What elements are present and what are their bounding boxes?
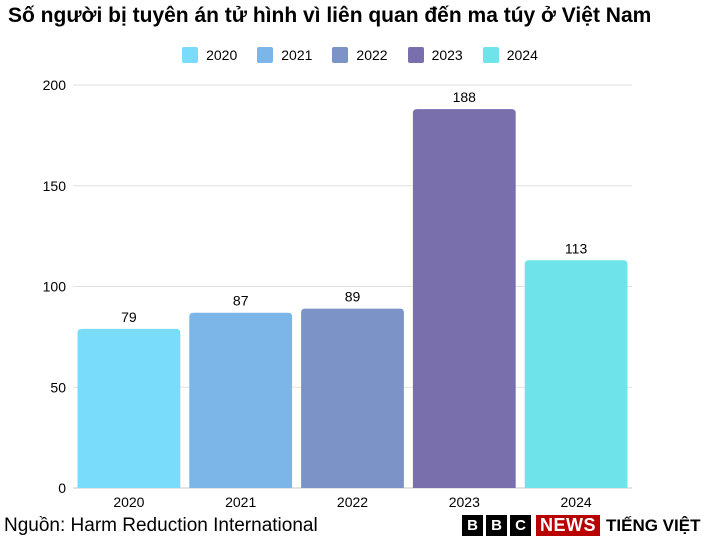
x-tick-label: 2021: [225, 494, 256, 510]
legend-swatch: [332, 47, 349, 63]
data-label: 188: [453, 89, 477, 105]
legend-swatch: [482, 47, 499, 63]
data-label: 79: [121, 309, 137, 325]
legend-item: 2022: [332, 47, 388, 63]
y-tick-label: 0: [58, 480, 66, 496]
chart-title: Số người bị tuyên án tử hình vì liên qua…: [8, 4, 652, 27]
bar: [524, 260, 628, 488]
y-tick-label: 150: [43, 178, 67, 194]
source-note: Nguồn: Harm Reduction International: [4, 515, 318, 536]
bbc-logo-letter: B: [486, 515, 507, 536]
chart-legend: 2020 2021 2022 2023 2024: [0, 47, 720, 63]
legend-item: 2023: [407, 47, 463, 63]
legend-label: 2023: [431, 47, 463, 63]
data-label: 89: [345, 289, 361, 305]
x-tick-label: 2023: [449, 494, 480, 510]
y-tick-label: 100: [43, 279, 67, 295]
legend-item: 2020: [182, 47, 237, 63]
bbc-logo-letter: B: [462, 515, 483, 536]
brand-subtitle: TIẾNG VIỆT: [606, 515, 701, 535]
legend-item: 2024: [482, 47, 538, 63]
x-tick-label: 2020: [113, 494, 144, 510]
legend-label: 2020: [206, 47, 238, 63]
legend-swatch: [257, 47, 274, 63]
legend-swatch: [407, 47, 424, 63]
bar: [301, 308, 404, 488]
data-label: 87: [233, 293, 249, 309]
bar: [412, 109, 516, 489]
legend-label: 2024: [506, 47, 538, 63]
news-logo-text: NEWS: [536, 515, 600, 536]
x-tick-label: 2022: [337, 494, 368, 510]
bar: [189, 312, 293, 488]
y-tick-label: 50: [50, 379, 66, 395]
data-label: 113: [565, 240, 588, 256]
legend-label: 2022: [356, 47, 388, 63]
bar: [77, 328, 181, 488]
legend-label: 2021: [281, 47, 313, 63]
y-tick-label: 200: [43, 77, 67, 93]
legend-item: 2021: [257, 47, 312, 63]
legend-swatch: [182, 47, 199, 63]
x-tick-label: 2024: [561, 494, 592, 510]
bbc-news-logo: B B C NEWS TIẾNG VIỆT: [462, 515, 700, 536]
bbc-logo-letter: C: [510, 515, 531, 536]
